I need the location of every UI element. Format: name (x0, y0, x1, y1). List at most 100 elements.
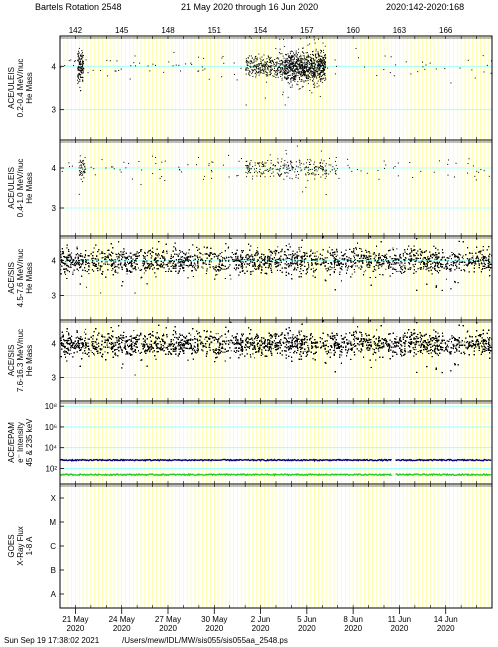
data-point (320, 59, 322, 61)
data-point (294, 62, 296, 64)
data-point (82, 174, 84, 176)
data-point (261, 66, 263, 68)
data-point (314, 75, 316, 77)
panel-grid (60, 36, 492, 140)
data-point (301, 78, 303, 80)
data-point (266, 72, 268, 74)
data-point (265, 81, 267, 83)
data-point (245, 73, 247, 75)
data-point (321, 75, 323, 77)
data-point (277, 68, 279, 70)
data-point (111, 270, 113, 272)
data-point (79, 59, 81, 61)
data-point (334, 173, 336, 175)
data-point (336, 254, 338, 256)
data-point (445, 269, 447, 271)
data-point (315, 53, 317, 55)
data-point (261, 62, 263, 64)
data-point (322, 67, 324, 69)
data-point (80, 71, 82, 73)
data-point (308, 70, 310, 72)
data-point (311, 173, 313, 175)
data-point (319, 75, 321, 77)
data-point (313, 86, 315, 88)
data-point (427, 257, 429, 259)
data-point (299, 162, 301, 164)
data-point (278, 51, 280, 53)
data-point (300, 75, 302, 77)
data-point (286, 70, 288, 72)
data-point (289, 86, 291, 88)
data-point (300, 80, 302, 82)
data-point (323, 160, 325, 162)
data-point (77, 77, 79, 79)
data-point (270, 67, 272, 69)
data-point (80, 167, 82, 169)
data-point (228, 176, 230, 178)
data-point (261, 173, 263, 175)
data-point (305, 58, 307, 60)
data-point (313, 65, 315, 67)
data-point (123, 256, 125, 258)
data-point (311, 168, 313, 170)
data-point (313, 36, 315, 38)
data-point (310, 74, 312, 76)
data-point (274, 70, 276, 72)
data-point (172, 65, 174, 67)
data-point (348, 167, 350, 169)
data-point (310, 67, 312, 69)
data-point (262, 171, 264, 173)
data-point (319, 96, 321, 98)
data-point (319, 64, 321, 66)
data-point (259, 64, 261, 66)
data-point (310, 59, 312, 61)
data-point (272, 168, 274, 170)
data-point (313, 76, 315, 78)
data-point (87, 72, 89, 74)
data-point (298, 72, 300, 74)
data-point (228, 154, 230, 156)
data-point (147, 65, 149, 67)
data-point (308, 56, 310, 58)
data-point (154, 64, 156, 66)
data-point (333, 257, 335, 259)
data-point (313, 82, 315, 84)
data-point (315, 56, 317, 58)
data-point (107, 75, 109, 77)
data-point (259, 68, 261, 70)
data-point (302, 64, 304, 66)
data-point (327, 67, 329, 69)
data-point (270, 65, 272, 67)
data-point (269, 65, 271, 67)
data-point (309, 64, 311, 66)
data-point (291, 74, 293, 76)
data-point (270, 56, 272, 58)
data-point (198, 70, 200, 72)
data-point (319, 62, 321, 64)
data-point (263, 72, 265, 74)
data-point (330, 269, 332, 271)
data-point (435, 68, 437, 70)
data-point (318, 68, 320, 70)
data-point (317, 64, 319, 66)
data-point (80, 76, 82, 78)
data-point (74, 60, 76, 62)
data-point (82, 163, 84, 165)
data-point (313, 61, 315, 63)
data-point (313, 68, 315, 70)
data-point (308, 61, 310, 63)
data-point (251, 178, 253, 180)
data-point (263, 54, 265, 56)
data-point (291, 55, 293, 57)
data-point (159, 223, 160, 224)
ylabel-line: ACE/ULEIS (7, 167, 16, 209)
y-tick-label: 3 (52, 106, 57, 115)
data-point (308, 169, 310, 171)
data-point (272, 59, 274, 61)
data-point (279, 48, 281, 50)
data-point (323, 62, 325, 64)
data-point (273, 61, 275, 63)
data-point (253, 61, 255, 63)
data-point (266, 58, 268, 60)
data-point (80, 69, 82, 71)
